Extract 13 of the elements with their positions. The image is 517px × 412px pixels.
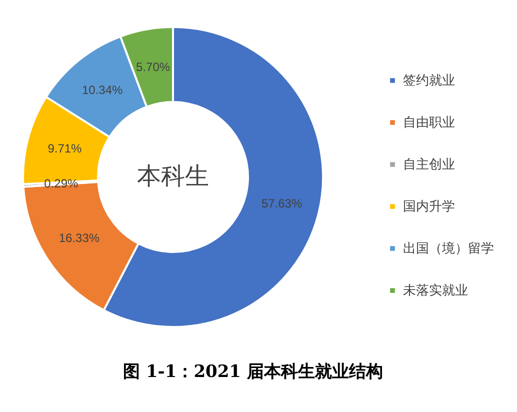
data-label: 57.63% [261, 196, 302, 211]
legend-label: 自主创业 [403, 156, 455, 172]
data-label: 5.70% [136, 60, 170, 74]
legend-label: 自由职业 [403, 116, 455, 130]
legend-label: 国内升学 [403, 200, 455, 214]
data-label: 16.33% [58, 231, 100, 246]
legend-label: 出国（境）留学 [403, 240, 494, 256]
text: 图 1-1：2021 届本科生就业结构 [123, 362, 383, 382]
legend-label: 签约就业 [403, 74, 455, 88]
text: 本科生 [137, 162, 209, 190]
data-label: 9.71% [48, 141, 82, 156]
data-label: 10.34% [82, 83, 123, 98]
legend-label: 未落实就业 [403, 284, 468, 298]
